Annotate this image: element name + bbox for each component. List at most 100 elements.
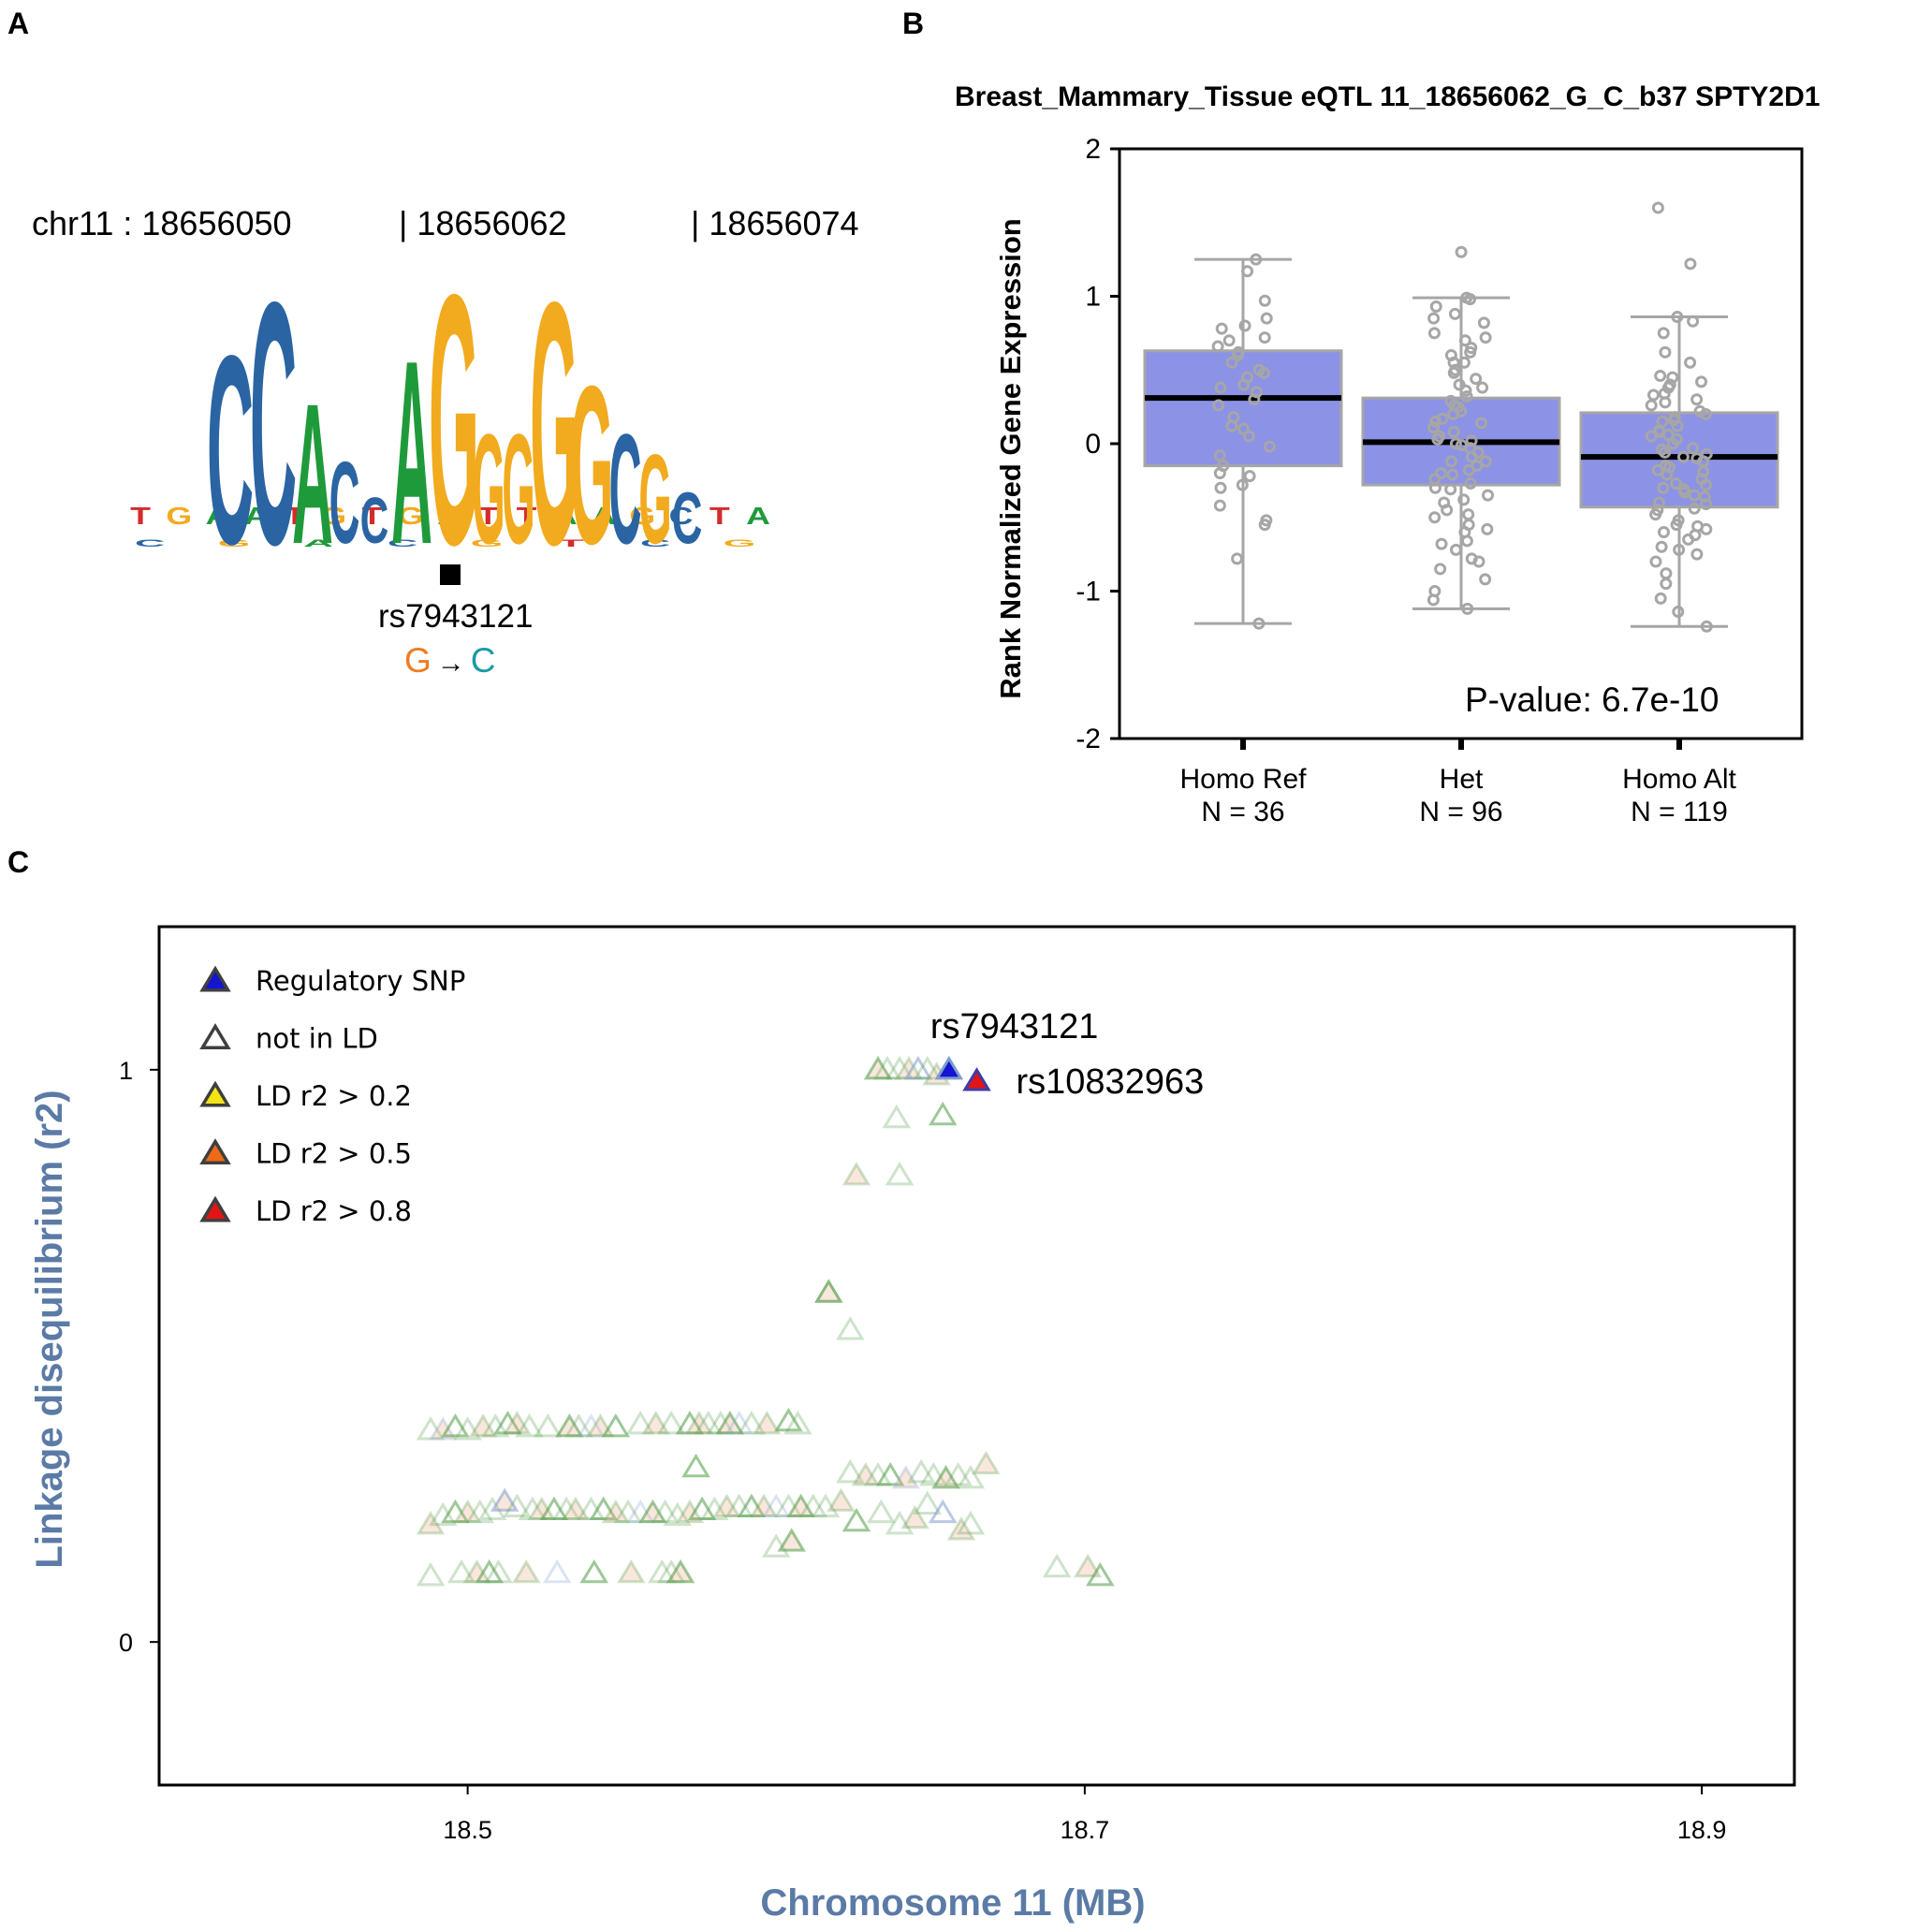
coord-right: | 18656074	[691, 204, 859, 242]
logo-letter: C	[207, 300, 254, 601]
sample-point	[1651, 463, 1664, 476]
y-tick-label: -1	[1076, 577, 1101, 607]
highlighted-snp-label: rs10832963	[1017, 1062, 1205, 1102]
logo-letter-small: A	[592, 503, 616, 530]
ld-snp-point	[885, 1055, 915, 1080]
sample-point	[1460, 390, 1473, 403]
ld-snp-point	[919, 1461, 948, 1486]
alt-allele: C	[471, 641, 496, 680]
sample-point	[1700, 620, 1713, 633]
sample-point	[1460, 534, 1473, 548]
logo-letter-tiny: G	[724, 537, 756, 549]
sample-point	[1657, 327, 1670, 340]
sample-point	[1453, 378, 1466, 391]
ld-snp-point	[882, 1104, 912, 1129]
sample-point	[1448, 307, 1461, 320]
ld-snp-point	[555, 1413, 584, 1438]
sample-point	[1657, 481, 1670, 494]
highlighted-snp-label: rs7943121	[930, 1007, 1099, 1046]
sample-point	[1225, 356, 1238, 369]
ld-snp-point	[579, 1559, 609, 1584]
logo-letter-tiny: G	[218, 537, 251, 549]
ld-snp-point	[416, 1510, 446, 1535]
allele-change: G → C	[404, 641, 496, 680]
sample-point	[1225, 419, 1238, 432]
ld-snp-point	[783, 1410, 812, 1435]
logo-letter-small: T	[477, 503, 498, 530]
sample-point	[1649, 555, 1662, 568]
ld-snp-point	[956, 1465, 986, 1489]
sample-point	[1263, 440, 1276, 453]
ld-snp-point	[617, 1559, 646, 1584]
snp-id: rs7943121	[378, 598, 533, 635]
sample-point	[1465, 434, 1478, 447]
ld-snp-point	[798, 1493, 828, 1517]
sample-point	[1212, 399, 1225, 412]
ld-snp-point	[774, 1407, 803, 1432]
sample-point	[1429, 300, 1442, 314]
sample-point	[1441, 504, 1454, 517]
sample-point	[1700, 447, 1713, 461]
y-tick-label: 1	[1085, 282, 1101, 313]
logo-letter-tiny: C	[388, 537, 417, 549]
ld-snp-point	[841, 1162, 871, 1186]
sample-point	[1653, 425, 1666, 438]
x-tick-label: Het	[1440, 764, 1484, 795]
sample-point	[1479, 573, 1492, 586]
sample-point	[1660, 578, 1673, 591]
ld-snp-point	[638, 1499, 667, 1524]
legend-marker	[199, 1138, 231, 1164]
ld-snp-point	[1086, 1561, 1115, 1587]
ld-snp-point	[648, 1559, 677, 1584]
ld-snp-point	[441, 1413, 470, 1438]
ld-snp-point	[453, 1416, 482, 1441]
ld-snp-point	[885, 1510, 915, 1535]
ld-snp-point	[589, 1496, 618, 1521]
sample-point	[1214, 381, 1227, 394]
legend-label: not in LD	[256, 1023, 378, 1055]
sample-point	[1445, 455, 1458, 468]
sample-point	[1238, 319, 1251, 332]
ld-snp-point	[814, 1279, 843, 1303]
ld-snp-point	[903, 1055, 933, 1080]
sample-point	[1687, 442, 1700, 455]
sample-point	[1659, 345, 1672, 359]
legend-marker	[199, 1080, 231, 1107]
ld-snp-point	[512, 1559, 541, 1584]
ld-snp-point	[468, 1413, 498, 1438]
legend-label: LD r2 > 0.8	[256, 1195, 412, 1227]
chart-c-axes: 18.5 18.7 18.9 1 0	[119, 1057, 1726, 1844]
panel-a-motif-logo: chr11 : 18656050 | 18656062 | 18656074 T…	[32, 204, 859, 680]
sample-point	[1684, 257, 1697, 271]
legend-marker	[199, 1023, 231, 1049]
logo-letter: C	[608, 403, 641, 578]
ld-snp-point	[518, 1496, 548, 1521]
highlighted-snp-marker	[962, 1067, 991, 1091]
sample-point	[1700, 498, 1713, 511]
sample-point	[1435, 537, 1448, 550]
sample-point	[1700, 522, 1713, 535]
legend-label: LD r2 > 0.5	[256, 1138, 412, 1170]
sample-point	[1428, 481, 1441, 494]
logo-letter: G	[502, 402, 534, 577]
logo-letter: G	[638, 428, 671, 571]
sample-point	[1472, 555, 1485, 568]
logo-letter: G	[530, 231, 578, 617]
sample-point	[1464, 293, 1477, 306]
sample-point	[1475, 417, 1488, 430]
ld-snp-point	[972, 1450, 1001, 1475]
ld-snp-point	[827, 1487, 856, 1512]
sample-point	[1258, 519, 1271, 532]
sample-point	[1459, 384, 1472, 397]
sample-point	[1647, 388, 1661, 402]
sample-point	[1258, 331, 1271, 344]
logo-letter-small: G	[629, 503, 655, 530]
ld-snp-point	[928, 1499, 958, 1524]
ld-snp-point	[465, 1499, 495, 1524]
sample-point	[1479, 331, 1492, 344]
logo-letter-small: G	[166, 503, 192, 530]
x-tick-n-label: N = 36	[1201, 797, 1284, 827]
sample-point	[1458, 334, 1471, 347]
ld-snp-point	[863, 1055, 893, 1080]
